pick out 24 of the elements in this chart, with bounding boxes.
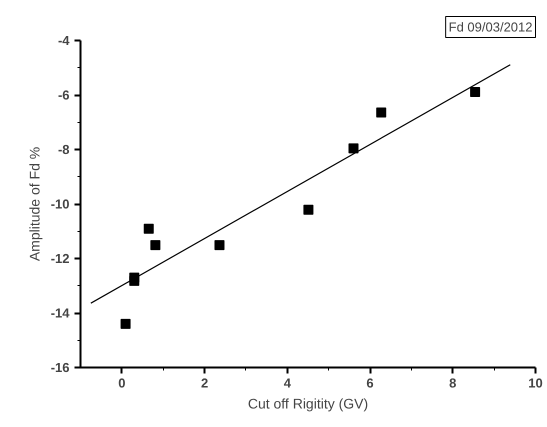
y-tick-label: -4 — [58, 33, 70, 48]
x-tick-label: 8 — [449, 376, 456, 390]
y-axis-title: Amplitude of Fd % — [26, 146, 43, 262]
x-tick-label: 6 — [366, 376, 374, 390]
point — [470, 87, 480, 98]
x-tick-label: 0 — [118, 376, 126, 390]
y-tick-label: -6 — [58, 88, 70, 102]
y-tick-label: -8 — [58, 142, 70, 157]
y-tick-label: -16 — [50, 360, 70, 375]
point — [376, 107, 386, 118]
x-tick-label: 2 — [200, 376, 208, 390]
point — [214, 240, 224, 250]
point — [144, 224, 154, 234]
y-tick-label: -12 — [50, 251, 70, 266]
y-tick-label: -10 — [50, 196, 70, 212]
x-axis-title: Cut off Rigitity (GV) — [248, 396, 368, 412]
text: Fd 09/03/2012 — [448, 20, 533, 34]
point — [150, 240, 160, 250]
x-tick-label: 4 — [284, 376, 292, 390]
x-tick-label: 10 — [528, 376, 543, 390]
point — [303, 204, 314, 215]
point — [348, 143, 358, 154]
y-tick-label: -14 — [50, 306, 70, 320]
point — [120, 318, 131, 329]
